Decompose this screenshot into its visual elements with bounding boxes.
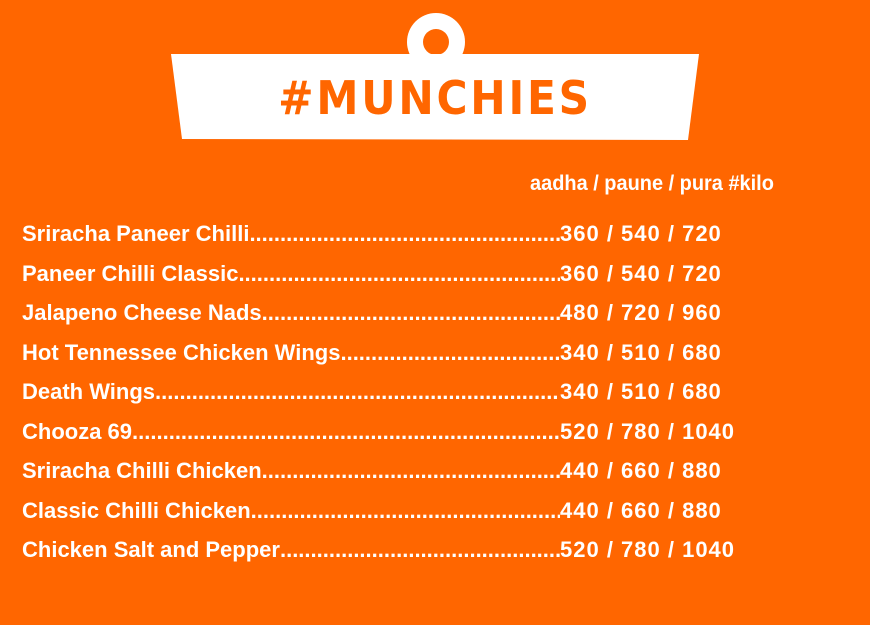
item-price: 520 / 780 / 1040 (560, 418, 736, 444)
item-price: 360 / 540 / 720 (560, 260, 722, 286)
menu-item: Death Wings.............................… (22, 379, 782, 419)
dot-leader: ........................................… (249, 221, 560, 246)
item-name: Chicken Salt and Pepper (22, 537, 280, 562)
dot-leader: ........................................… (250, 497, 560, 523)
item-price: 480 / 720 / 960 (560, 300, 722, 325)
menu-item: Chooza 69...............................… (22, 419, 782, 459)
size-labels: aadha / paune / pura #kilo (530, 172, 774, 195)
menu-list: Sriracha Paneer Chilli..................… (22, 221, 782, 577)
item-name: Chooza 69 (22, 418, 133, 444)
item-name: Hot Tennessee Chicken Wings (22, 339, 341, 365)
item-price: 340 / 510 / 680 (560, 339, 722, 365)
menu-item: Classic Chilli Chicken..................… (22, 498, 782, 538)
menu-item: Jalapeno Cheese Nads....................… (22, 300, 782, 340)
tag-hole (423, 29, 449, 55)
menu-item: Sriracha Paneer Chilli..................… (22, 221, 782, 261)
item-price: 440 / 660 / 880 (560, 458, 722, 483)
item-name: Death Wings (22, 379, 156, 404)
item-name: Sriracha Paneer Chilli (22, 221, 250, 246)
dot-leader: ........................................… (132, 418, 560, 444)
dot-leader: ........................................… (261, 458, 560, 483)
item-name: Paneer Chilli Classic (22, 260, 239, 286)
item-name: Classic Chilli Chicken (22, 497, 251, 523)
item-price: 340 / 510 / 680 (560, 379, 722, 404)
item-name: Jalapeno Cheese Nads (22, 300, 262, 325)
dot-leader: ........................................… (340, 339, 560, 365)
item-price: 440 / 660 / 880 (560, 497, 722, 523)
hanging-tag (171, 13, 699, 140)
dot-leader: ........................................… (238, 260, 560, 286)
tag-board (171, 54, 699, 140)
dot-leader: ........................................… (279, 537, 560, 562)
menu-item: Sriracha Chilli Chicken.................… (22, 458, 782, 498)
menu-item: Hot Tennessee Chicken Wings.............… (22, 340, 782, 380)
dot-leader: ........................................… (155, 379, 560, 404)
item-name: Sriracha Chilli Chicken (22, 458, 262, 483)
dot-leader: ........................................… (261, 300, 560, 325)
item-price: 520 / 780 / 1040 (560, 537, 736, 562)
menu-item: Chicken Salt and Pepper.................… (22, 537, 782, 577)
page-title: #MUNCHIES (278, 71, 592, 125)
item-price: 360 / 540 / 720 (560, 221, 722, 246)
menu-item: Paneer Chilli Classic...................… (22, 261, 782, 301)
